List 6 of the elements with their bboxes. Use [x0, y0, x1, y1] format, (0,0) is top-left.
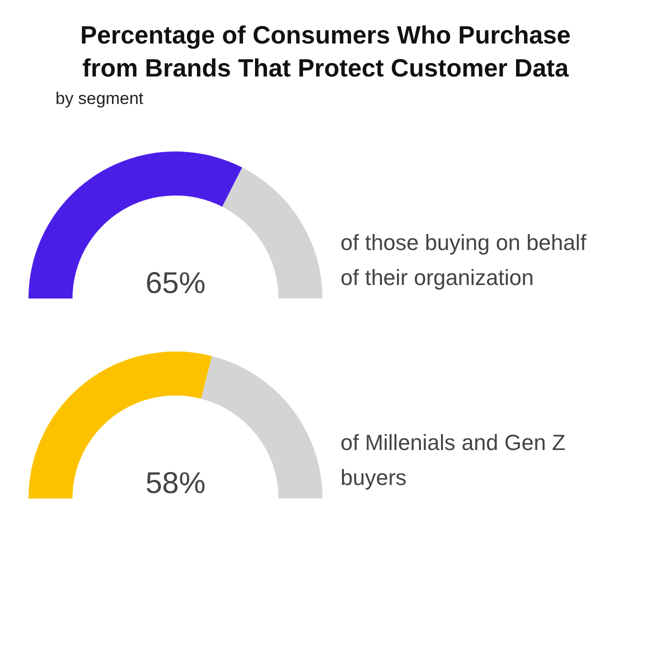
- data-label: 58%: [145, 467, 206, 500]
- text: of those buying on behalf of their organization: [340, 230, 588, 290]
- chart-title: Percentage of Consumers Who Purchase from Brands That Protect Customer Data: [80, 22, 571, 82]
- data-label: 65%: [145, 267, 206, 300]
- text: of Millenials and Gen Z buyers: [340, 430, 566, 490]
- chart-subtitle: by segment: [56, 89, 144, 108]
